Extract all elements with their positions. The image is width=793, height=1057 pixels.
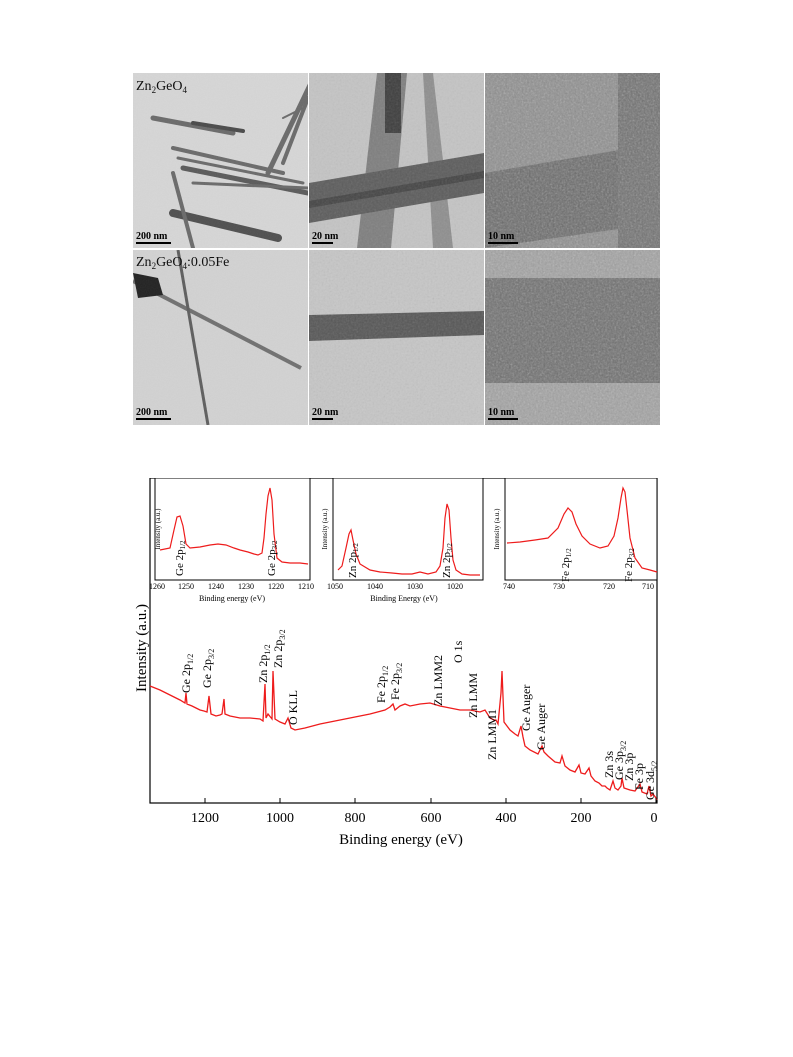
xtick: 600 xyxy=(421,798,442,826)
peak-label: Zn LMM1 xyxy=(485,709,499,760)
inset-ylabel: Intensity (a.u.) xyxy=(321,508,329,550)
xtick: 1000 xyxy=(266,798,294,826)
inset-xticks: 1260 1250 1240 1230 1220 1210 xyxy=(149,582,314,591)
xtick: 1020 xyxy=(447,582,463,591)
xtick: 1240 xyxy=(208,582,224,591)
main-ylabel: Intensity (a.u.) xyxy=(134,604,150,692)
tem-panel-r2-hr: 10 nm xyxy=(485,250,660,425)
inset-peak-label: Zn 2p1/2 xyxy=(347,543,360,578)
inset-frame xyxy=(154,477,311,581)
inset-spectrum-line xyxy=(159,487,309,565)
peak-label: Ge 2p3/2 xyxy=(200,649,216,688)
sample-label-row1: Zn2GeO4 xyxy=(136,79,188,95)
main-xlabel: Binding energy (eV) xyxy=(339,832,463,848)
peak-label: Ge 2p1/2 xyxy=(179,654,195,693)
xtick: 0 xyxy=(651,798,658,826)
xtick: 740 xyxy=(503,582,515,591)
scale-bar-label: 200 nm xyxy=(136,231,168,242)
peak-label: Zn LMM2 xyxy=(431,655,445,706)
svg-text:600: 600 xyxy=(421,811,442,826)
xtick: 400 xyxy=(496,798,517,826)
scale-bar-label: 20 nm xyxy=(312,407,339,418)
inset-xlabel: Binding Energy (eV) xyxy=(370,594,438,603)
xtick: 1050 xyxy=(327,582,343,591)
main-xticks: 1200 1000 800 600 400 200 0 xyxy=(191,798,658,826)
xtick: 1230 xyxy=(238,582,254,591)
inset-peak-label: Zn 2p3/2 xyxy=(441,543,454,578)
svg-text:0: 0 xyxy=(651,811,658,826)
svg-text:200: 200 xyxy=(571,811,592,826)
svg-text:400: 400 xyxy=(496,811,517,826)
main-spectrum-line xyxy=(149,670,658,801)
xps-figure: Intensity (a.u.) 1200 1000 800 600 400 2… xyxy=(130,477,665,868)
peak-label: Fe 2p3/2 xyxy=(388,663,404,700)
tem-panel-r2-low-mag: Zn2GeO4:0.05Fe 200 nm xyxy=(133,250,308,425)
xtick: 730 xyxy=(553,582,565,591)
inset-fe2p: Intensity (a.u.) Fe 2p1/2 Fe 2p3/2 740 7… xyxy=(493,477,658,591)
scale-bar-label: 200 nm xyxy=(136,407,168,418)
inset-xlabel: Binding energy (eV) xyxy=(199,594,265,603)
inset-frame xyxy=(332,477,484,581)
inset-spectrum-line xyxy=(506,486,658,573)
scale-bar-label: 10 nm xyxy=(488,231,515,242)
inset-ge2p: Intensity (a.u.) Ge 2p1/2 Ge 2p3/2 1260 … xyxy=(149,477,314,603)
peak-label: Fe 3p xyxy=(632,763,646,790)
inset-frame xyxy=(504,477,658,581)
xtick: 1200 xyxy=(191,798,219,826)
inset-spectrum-line xyxy=(337,503,480,576)
peak-label: Ge 3d5/2 xyxy=(643,761,659,800)
peak-label: Zn 3p xyxy=(622,753,636,781)
svg-text:1000: 1000 xyxy=(266,811,294,826)
peak-label: Ge Auger xyxy=(534,704,548,750)
tem-panel-r1-low-mag: Zn2GeO4 200 nm xyxy=(133,73,308,248)
inset-ylabel: Intensity (a.u.) xyxy=(493,508,501,550)
xtick: 1210 xyxy=(298,582,314,591)
svg-text:800: 800 xyxy=(345,811,366,826)
inset-peak-label: Fe 2p3/2 xyxy=(623,548,636,582)
svg-text:1200: 1200 xyxy=(191,811,219,826)
peak-label: Ge 3p3/2 xyxy=(612,741,628,780)
xtick: 200 xyxy=(571,798,592,826)
scale-bar-label: 20 nm xyxy=(312,231,339,242)
xtick: 1220 xyxy=(268,582,284,591)
inset-peak-label: Ge 2p1/2 xyxy=(174,540,187,576)
main-annotations: Ge 2p1/2 Ge 2p3/2 Zn 2p1/2 Zn 2p3/2 O KL… xyxy=(179,629,659,800)
xtick: 710 xyxy=(642,582,654,591)
inset-peak-label: Fe 2p1/2 xyxy=(560,548,573,582)
tem-panel-r1-hr: 10 nm xyxy=(485,73,660,248)
tem-panel-r1-mid-mag: 20 nm xyxy=(309,73,484,248)
inset-zn2p: Intensity (a.u.) Zn 2p1/2 Zn 2p3/2 1050 … xyxy=(321,477,484,603)
peak-label: Zn LMM xyxy=(466,673,480,718)
scale-bar-label: 10 nm xyxy=(488,407,515,418)
xtick: 800 xyxy=(345,798,366,826)
xtick: 1250 xyxy=(178,582,194,591)
peak-label: O 1s xyxy=(451,640,465,663)
sample-label-row2: Zn2GeO4:0.05Fe xyxy=(136,255,229,271)
xtick: 720 xyxy=(603,582,615,591)
tem-panel-r2-mid-mag: 20 nm xyxy=(309,250,484,425)
peak-label: Zn 3s xyxy=(602,751,616,778)
peak-label: Ge Auger xyxy=(519,685,533,731)
tem-image-grid: Zn2GeO4 200 nm 20 nm 10 nm Zn2GeO4:0.05F… xyxy=(133,73,660,425)
xtick: 1030 xyxy=(407,582,423,591)
peak-label: Zn 2p1/2 xyxy=(256,644,272,683)
peak-label: Fe 2p1/2 xyxy=(374,666,390,703)
inset-xticks: 740 730 720 710 xyxy=(503,582,654,591)
inset-xticks: 1050 1040 1030 1020 xyxy=(327,582,463,591)
xtick: 1040 xyxy=(367,582,383,591)
peak-label: O KLL xyxy=(286,690,300,725)
inset-peak-label: Ge 2p3/2 xyxy=(266,540,279,576)
inset-ylabel: Intensity (a.u.) xyxy=(154,508,162,550)
peak-label: Zn 2p3/2 xyxy=(271,629,287,668)
xtick: 1260 xyxy=(149,582,165,591)
